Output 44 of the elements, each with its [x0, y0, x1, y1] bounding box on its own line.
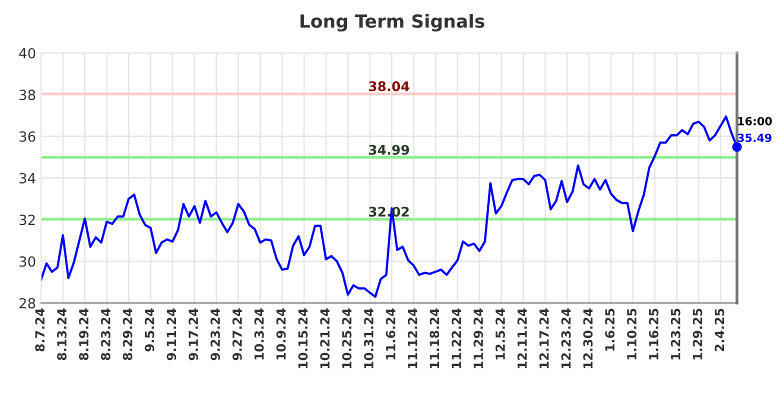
x-tick-label: 8.7.24 — [35, 308, 45, 352]
x-tick-label: 11.29.24 — [474, 308, 484, 368]
x-tick-label: 11.6.24 — [386, 308, 396, 360]
y-tick-label: 40 — [19, 48, 36, 58]
x-tick-label: 8.29.24 — [122, 308, 132, 360]
y-tick-label: 32 — [20, 214, 35, 226]
x-tick-label: 12.23.24 — [561, 308, 571, 368]
x-tick-label: 1.10.25 — [627, 308, 636, 360]
x-tick-label: 8.13.24 — [57, 308, 67, 360]
x-tick-label: 12.17.24 — [539, 308, 549, 368]
text: 16:00 — [738, 116, 772, 126]
y-tick-label: 36 — [20, 131, 36, 142]
x-tick-label: 1.6.25 — [605, 308, 615, 351]
y-tick-label: 28 — [19, 298, 36, 308]
x-tick-label: 12.11.24 — [517, 308, 527, 368]
text: 35.49 — [738, 134, 772, 142]
x-tick-label: 8.23.24 — [100, 308, 110, 360]
x-tick-label: 12.5.24 — [496, 308, 505, 360]
x-tick-label: 8.19.24 — [79, 308, 88, 360]
x-tick-label: 10.25.24 — [342, 308, 352, 368]
y-tick-label: 34 — [20, 172, 36, 184]
y-tick-label: 30 — [20, 256, 36, 267]
x-tick-label: 11.18.24 — [430, 308, 440, 368]
x-tick-label: 9.11.24 — [166, 308, 176, 360]
x-tick-label: 11.12.24 — [408, 308, 418, 368]
x-tick-label: 10.3.24 — [254, 308, 264, 360]
x-tick-label: 2.4.25 — [714, 308, 724, 352]
x-tick-label: 10.31.24 — [364, 308, 374, 368]
x-tick-label: 9.5.24 — [144, 308, 154, 352]
x-tick-label: 10.21.24 — [320, 308, 330, 368]
x-tick-label: 9.17.24 — [188, 308, 198, 360]
x-tick-label: 9.23.24 — [210, 308, 220, 360]
x-tick-label: 10.15.24 — [298, 308, 308, 368]
ref-line-label: 38.04 — [369, 81, 410, 92]
x-tick-label: 1.16.25 — [648, 308, 658, 360]
x-tick-label: 12.30.24 — [583, 308, 593, 368]
x-tick-label: 1.23.25 — [670, 308, 680, 360]
y-tick-label: 38 — [20, 90, 36, 100]
x-tick-label: 11.22.24 — [452, 308, 461, 368]
chart-title: Long Term Signals — [300, 14, 484, 32]
x-tick-label: 1.29.25 — [692, 308, 702, 360]
ref-line-label: 34.99 — [369, 144, 410, 155]
x-tick-label: 10.9.24 — [276, 308, 286, 360]
x-tick-label: 9.27.24 — [232, 308, 242, 360]
